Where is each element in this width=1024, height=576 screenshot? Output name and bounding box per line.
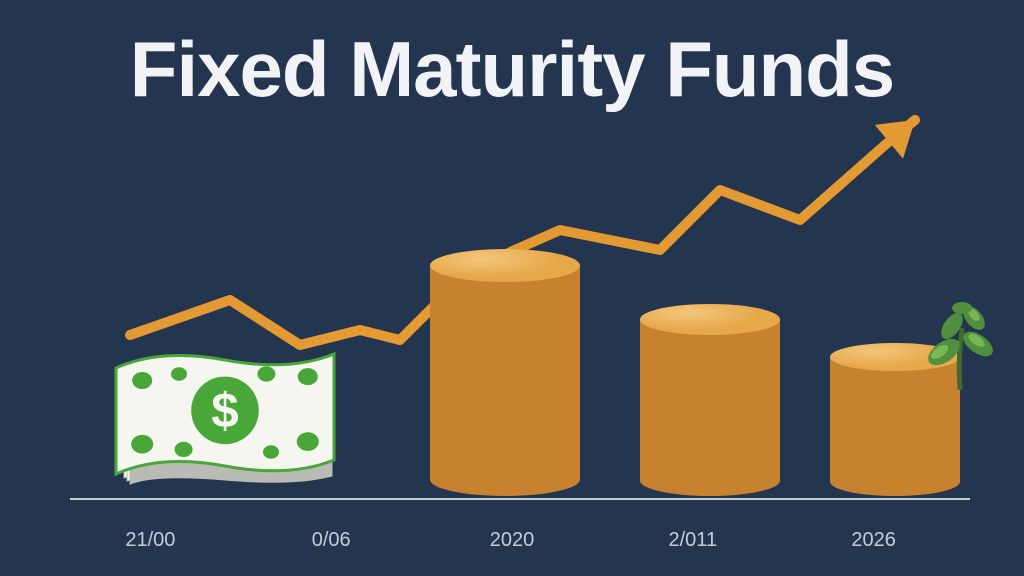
sprout-illustration xyxy=(922,300,1002,390)
x-axis-label: 2020 xyxy=(422,529,603,552)
x-axis-label: 21/00 xyxy=(60,529,241,552)
coin-stack-0 xyxy=(430,222,580,496)
svg-text:$: $ xyxy=(211,383,238,438)
x-axis-label: 2/011 xyxy=(602,529,783,552)
coin-stack-1 xyxy=(640,278,780,496)
infographic-stage: Fixed Maturity Funds $ 21/000/0620202/01… xyxy=(0,0,1024,576)
x-axis-labels: 21/000/0620202/0112026 xyxy=(0,529,1024,552)
page-title: Fixed Maturity Funds xyxy=(0,30,1024,108)
x-axis-label: 0/06 xyxy=(241,529,422,552)
x-axis-line xyxy=(70,498,970,500)
cash-illustration: $ xyxy=(110,348,340,498)
x-axis-label: 2026 xyxy=(783,529,964,552)
